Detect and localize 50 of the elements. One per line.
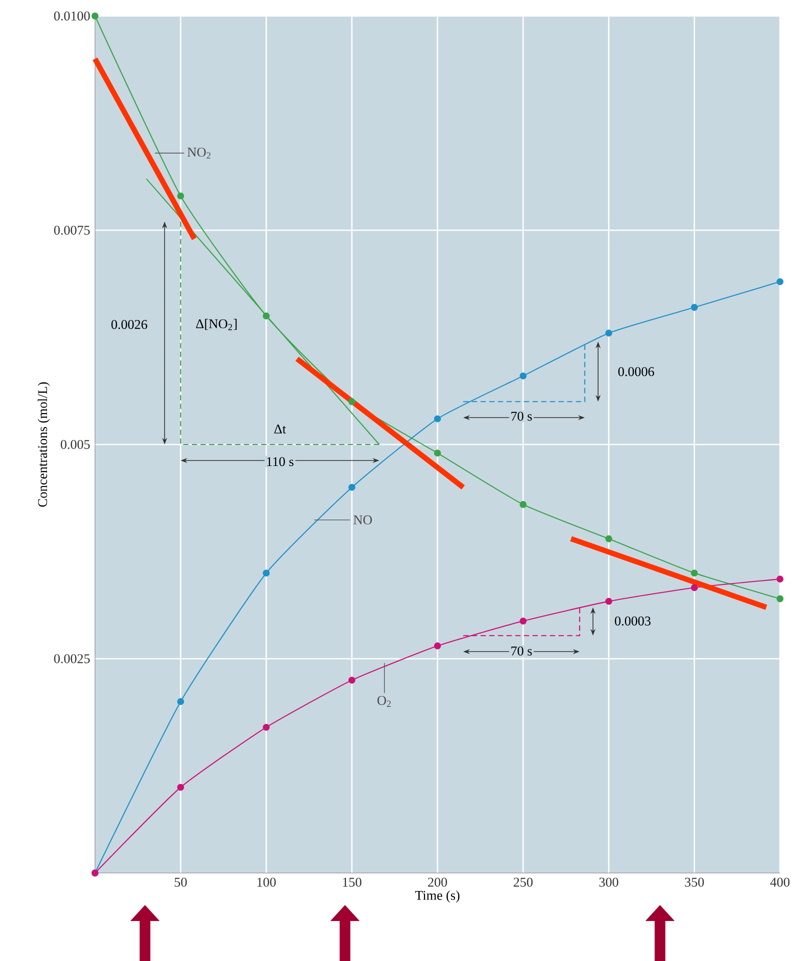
x-tick-label: 100: [257, 878, 276, 887]
point: [605, 535, 612, 542]
point: [434, 642, 441, 650]
point: [262, 312, 270, 320]
y-tick-label: 0.0025: [54, 654, 90, 664]
point: [520, 618, 527, 625]
annotation: Δ[NO$_{2}$]: [196, 318, 237, 330]
point: [348, 398, 356, 406]
point: [348, 484, 356, 491]
point: [434, 415, 441, 422]
point: [177, 698, 184, 706]
annotation: 70 s: [511, 646, 532, 656]
point: [776, 576, 784, 583]
y-tick-label: 0.0075: [54, 226, 90, 235]
point: [348, 676, 356, 684]
point: [776, 595, 784, 602]
x-tick-label: 400: [770, 878, 790, 887]
y-tick-label: 0.005: [60, 440, 90, 450]
point: [690, 570, 698, 577]
point: [520, 501, 527, 508]
point: [605, 330, 612, 337]
x-tick-label: 300: [599, 878, 618, 887]
x-tick-label: 250: [514, 878, 533, 887]
x-tick-label: 200: [428, 878, 447, 887]
point: [262, 570, 270, 577]
annotation: 0.0026: [111, 320, 148, 330]
point: [690, 584, 698, 592]
point: [776, 278, 784, 286]
point: [520, 372, 527, 380]
annotation: Δt: [274, 424, 286, 434]
x-tick-label: 50: [174, 878, 187, 887]
annotation: 0.0006: [618, 367, 654, 376]
annotation: 70 s: [511, 412, 532, 421]
annotation: 0.0003: [614, 616, 651, 626]
series-label: NO: [354, 515, 372, 524]
point: [177, 784, 184, 791]
point: [262, 724, 270, 731]
series-label: O$_{2}$: [377, 696, 391, 707]
y-tick-label: 0.0100: [54, 11, 90, 21]
x-axis-title: Time (s): [415, 890, 460, 903]
series-label: NO$_{2}$: [187, 148, 210, 159]
annotation: 110 s: [267, 457, 294, 466]
x-tick-label: 150: [343, 878, 362, 887]
x-tick-label: 350: [685, 878, 704, 887]
point: [92, 12, 98, 20]
point: [690, 304, 698, 311]
y-axis-title: Concentrations (mol/L): [38, 382, 50, 507]
point: [605, 598, 612, 605]
point: [177, 192, 184, 200]
point: [434, 450, 441, 457]
